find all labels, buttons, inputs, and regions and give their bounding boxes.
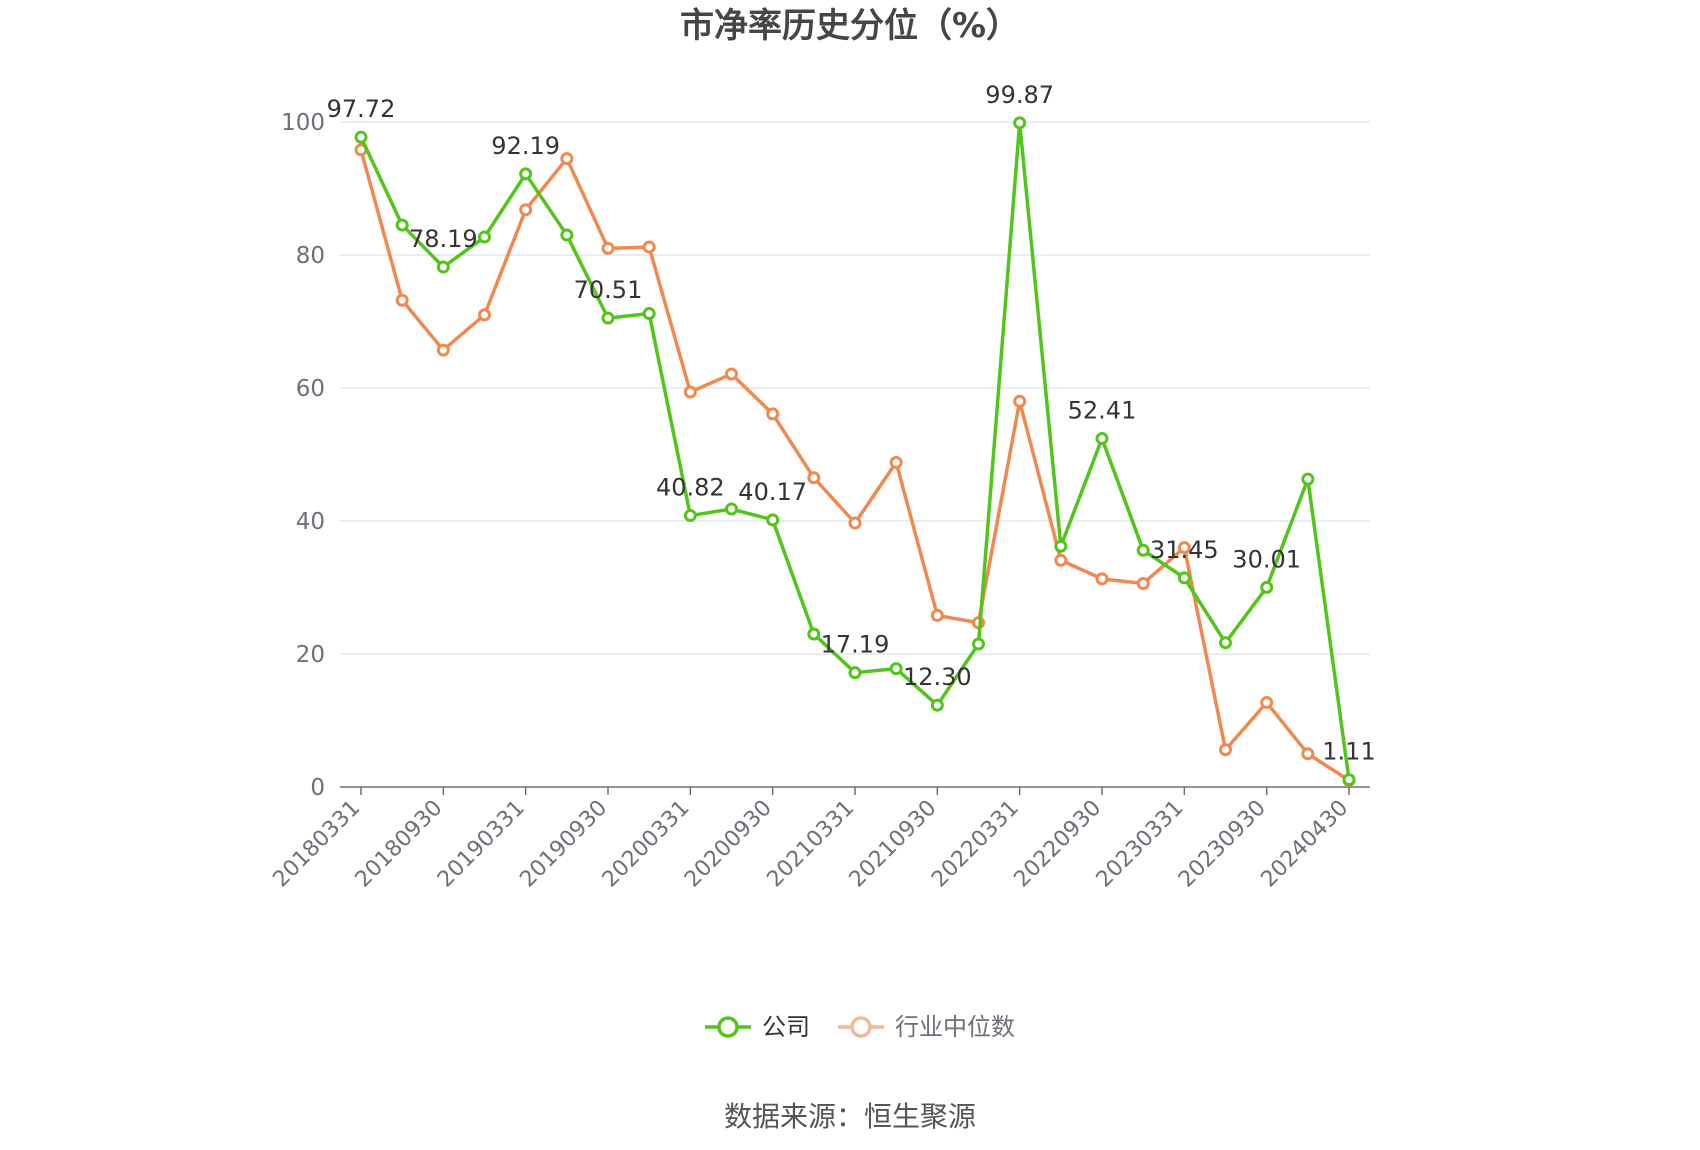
legend-marker <box>717 1016 739 1038</box>
data-point <box>642 307 656 321</box>
data-label: 78.19 <box>409 225 478 253</box>
data-point <box>1219 636 1232 650</box>
data-point <box>1013 394 1027 408</box>
data-point <box>519 203 533 217</box>
x-axis: 2018033120180930201903312019093020200331… <box>268 786 1370 893</box>
y-tick-label: 0 <box>310 775 325 801</box>
data-point <box>1301 747 1315 761</box>
data-point <box>725 367 738 381</box>
x-tick-label: 20240430 <box>1256 796 1353 893</box>
data-label: 17.19 <box>821 631 890 659</box>
data-point <box>354 130 368 144</box>
data-label: 97.72 <box>327 95 396 123</box>
y-tick-label: 20 <box>296 642 325 668</box>
data-point <box>930 608 944 622</box>
data-point <box>1136 543 1150 557</box>
data-point <box>519 167 533 181</box>
x-tick-label: 20180331 <box>268 796 365 893</box>
data-point <box>478 308 491 322</box>
legend-label: 公司 <box>762 1013 810 1041</box>
data-point <box>766 513 780 527</box>
data-point <box>1219 743 1232 757</box>
y-tick-label: 100 <box>281 110 325 136</box>
data-point <box>683 509 697 523</box>
x-tick-label: 20230331 <box>1092 796 1189 893</box>
series-layer <box>354 116 1356 787</box>
data-label: 70.51 <box>574 276 643 304</box>
legend[interactable]: 公司 行业中位数 <box>705 1013 1015 1041</box>
data-point <box>395 218 409 232</box>
data-point <box>560 152 574 166</box>
data-point <box>1301 472 1315 486</box>
source-note: 数据来源：恒生聚源 <box>724 1100 976 1133</box>
y-tick-label: 40 <box>296 509 325 535</box>
data-point <box>848 666 862 680</box>
data-point <box>766 407 780 421</box>
x-tick-label: 20200331 <box>598 796 695 893</box>
data-label: 30.01 <box>1232 545 1301 573</box>
x-tick-label: 20220930 <box>1009 796 1106 893</box>
legend-item[interactable]: 行业中位数 <box>838 1013 1015 1041</box>
y-axis: 0 20 40 60 80 100 <box>281 110 325 801</box>
data-point <box>1054 539 1068 553</box>
legend-item[interactable]: 公司 <box>705 1013 810 1041</box>
data-point <box>436 260 450 274</box>
data-label: 31.45 <box>1150 536 1219 564</box>
data-point <box>395 293 409 307</box>
data-point <box>889 455 903 469</box>
x-tick-label: 20200930 <box>680 796 777 893</box>
chart-title: 市净率历史分位（%） <box>680 6 1020 46</box>
data-point <box>1342 773 1356 787</box>
data-point <box>807 471 821 485</box>
data-label: 40.82 <box>656 474 725 502</box>
legend-label: 行业中位数 <box>895 1013 1015 1041</box>
legend-marker <box>850 1016 872 1038</box>
data-point <box>601 311 615 325</box>
data-point <box>1177 571 1191 585</box>
grid-lines <box>340 121 1370 655</box>
data-point <box>1095 572 1109 586</box>
x-tick-label: 20220331 <box>927 796 1024 893</box>
data-point <box>1054 553 1068 567</box>
data-point <box>560 228 574 242</box>
data-point <box>436 343 450 357</box>
y-tick-label: 80 <box>296 243 325 269</box>
data-point <box>1260 580 1274 594</box>
x-tick-label: 20210331 <box>762 796 859 893</box>
data-point <box>1013 116 1027 130</box>
data-point <box>930 698 944 712</box>
y-tick-label: 60 <box>296 376 325 402</box>
data-point <box>848 516 862 530</box>
data-labels: 97.72 78.19 92.19 70.51 40.82 40.17 17.19 12.30… <box>327 81 1376 766</box>
series-line <box>359 149 1350 782</box>
data-point <box>807 627 821 641</box>
x-tick-label: 20210930 <box>845 796 942 893</box>
data-label: 40.17 <box>738 478 807 506</box>
data-point <box>1177 541 1191 555</box>
x-tick-label: 20230930 <box>1174 796 1271 893</box>
data-label: 92.19 <box>491 132 560 160</box>
x-tick-label: 20190331 <box>433 796 530 893</box>
data-point <box>642 240 656 254</box>
data-point <box>889 662 903 676</box>
data-point <box>725 502 738 516</box>
data-point <box>1136 577 1150 591</box>
data-label: 99.87 <box>985 81 1054 109</box>
data-label: 52.41 <box>1068 396 1137 424</box>
data-point <box>1260 696 1274 710</box>
x-tick-label: 20180930 <box>351 796 448 893</box>
data-label: 12.30 <box>903 663 972 691</box>
data-point <box>972 637 985 651</box>
x-tick-label: 20190930 <box>515 796 612 893</box>
data-label: 1.11 <box>1322 738 1375 766</box>
data-point <box>683 385 697 399</box>
data-point <box>1095 431 1109 445</box>
series-line <box>359 121 1351 780</box>
data-point <box>601 241 615 255</box>
data-point <box>478 230 491 244</box>
